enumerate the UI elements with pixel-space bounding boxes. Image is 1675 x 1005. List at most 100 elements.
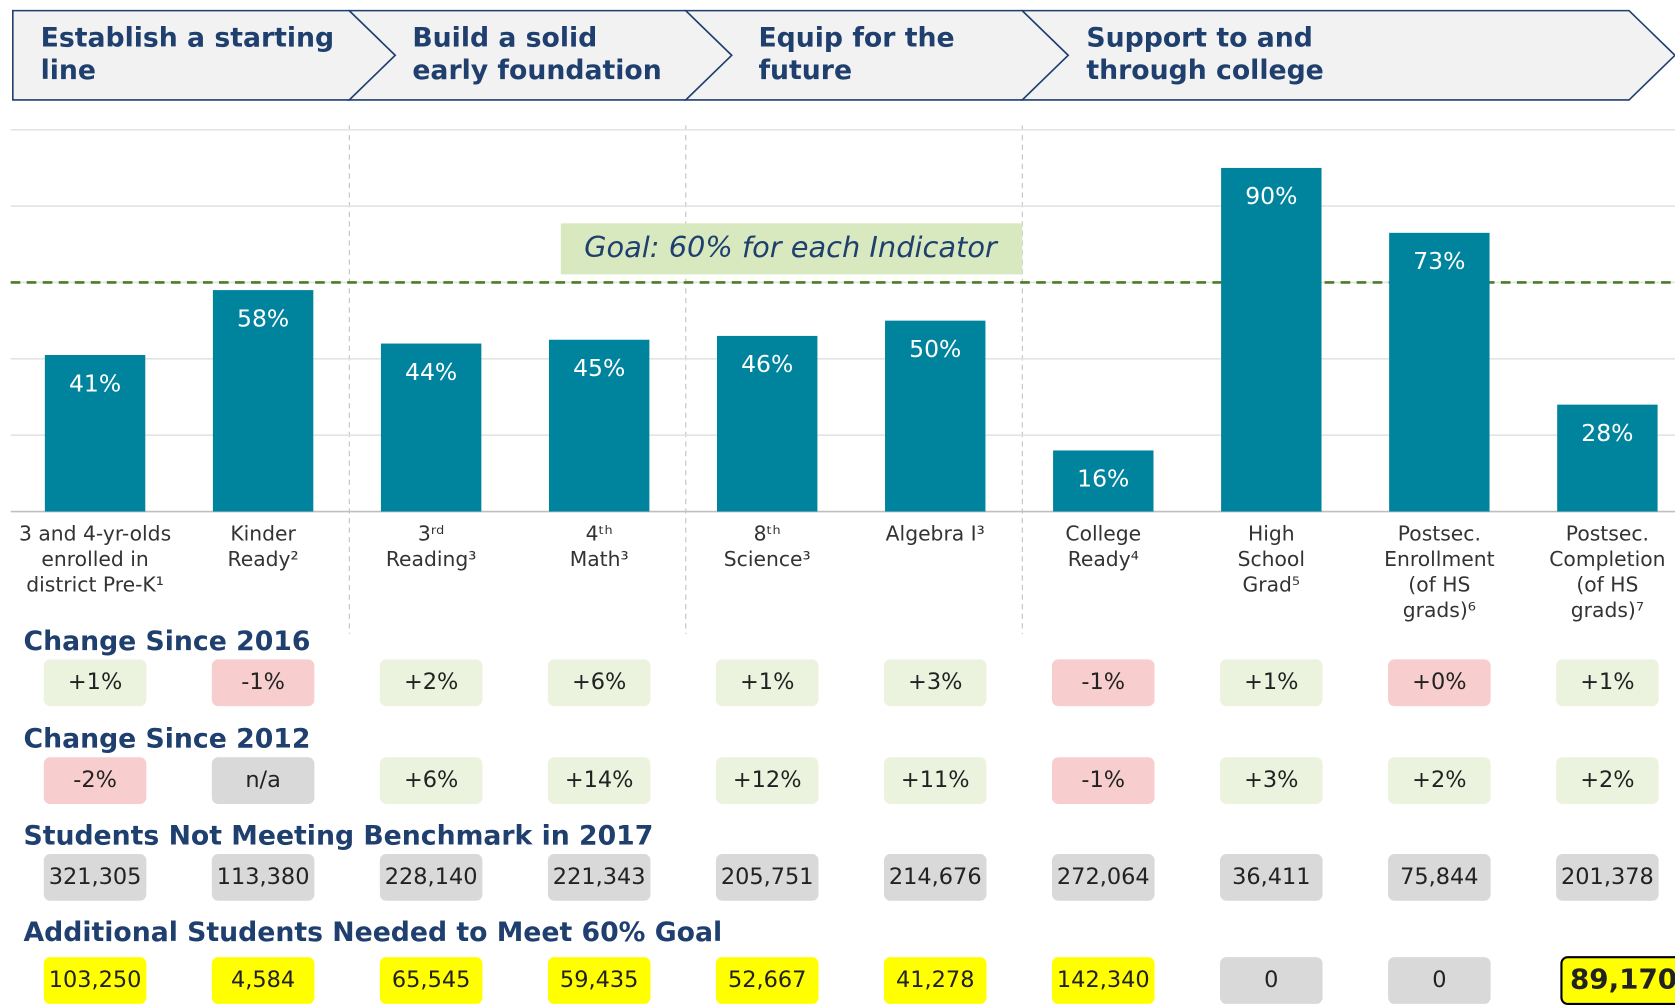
cell-box <box>43 659 147 707</box>
cell-box <box>379 757 483 804</box>
x-tick-label: Reading³ <box>386 547 477 571</box>
cell-box <box>1220 853 1323 901</box>
stage-chevrons <box>12 9 1675 101</box>
cell-value: +2% <box>404 669 458 695</box>
cell-value: -1% <box>1081 767 1125 793</box>
cell-value: +3% <box>908 669 962 695</box>
cell-box <box>1220 957 1323 1004</box>
cell-box <box>1388 853 1491 901</box>
cell-box <box>547 757 651 804</box>
cell-value: +1% <box>68 669 122 695</box>
cell-box <box>1052 659 1155 707</box>
x-tick-label: grads)⁶ <box>1403 598 1476 622</box>
cell-value: +1% <box>740 669 794 695</box>
cell-value: 113,380 <box>217 864 310 890</box>
cell-box <box>1388 659 1491 707</box>
cell-value: -1% <box>1081 669 1125 695</box>
x-tick-label: Postsec. <box>1566 521 1649 545</box>
cell-box <box>211 757 315 804</box>
bar <box>548 339 650 512</box>
bar <box>212 290 314 512</box>
cell-value: 41,278 <box>896 967 974 993</box>
row-title: Change Since 2016 <box>24 626 311 657</box>
cell-box <box>379 659 483 707</box>
x-tick-label: district Pre-K¹ <box>26 573 164 597</box>
cell-box <box>1556 757 1659 804</box>
cell-box <box>1220 659 1323 707</box>
x-tick-label: Algebra I³ <box>886 521 985 545</box>
separators <box>348 125 1023 634</box>
bar-value-label: 44% <box>405 358 457 386</box>
cell-box <box>211 853 315 901</box>
cell-box <box>211 957 315 1004</box>
cell-value: +0% <box>1412 669 1466 695</box>
x-tick-label: Ready² <box>228 547 299 571</box>
x-tick-label: Science³ <box>724 547 811 571</box>
cell-box <box>715 659 819 707</box>
cell-box <box>715 853 819 901</box>
x-tick-label: Completion <box>1549 547 1665 571</box>
x-tick-label: 4ᵗʰ <box>586 521 613 545</box>
stage-text: Build a solid <box>412 22 597 53</box>
cell-value: 321,305 <box>49 864 142 890</box>
cell-box <box>883 757 987 804</box>
row-title: Students Not Meeting Benchmark in 2017 <box>24 821 654 852</box>
cell-value: n/a <box>245 767 281 793</box>
cell-value: 75,844 <box>1400 864 1478 890</box>
cell-box <box>43 757 147 804</box>
cell-value: 59,435 <box>560 967 638 993</box>
stage-label: Support to and through college <box>1086 22 1323 86</box>
stage-text: through college <box>1086 55 1323 86</box>
cell-box <box>715 957 819 1004</box>
cell-value: 36,411 <box>1232 864 1310 890</box>
x-tick-label: Postsec. <box>1398 521 1481 545</box>
x-tick-label: 3 and 4-yr-olds <box>19 521 171 545</box>
bar <box>885 320 986 512</box>
x-tick-label: 8ᵗʰ <box>754 521 781 545</box>
cell-box <box>43 957 147 1004</box>
cell-box <box>1052 757 1155 804</box>
cell-value: +12% <box>733 767 802 793</box>
cell-box <box>1560 956 1675 1005</box>
goal-label: Goal: 60% for each Indicator <box>584 230 999 264</box>
bar <box>1389 232 1490 512</box>
cell-box <box>379 853 483 901</box>
bar <box>44 355 146 512</box>
cell-box <box>1556 853 1659 901</box>
bar <box>380 343 482 512</box>
cell-value: +14% <box>565 767 634 793</box>
cell-box <box>547 659 651 707</box>
x-tick-label: (of HS <box>1576 573 1638 597</box>
cell-value: 201,378 <box>1561 864 1654 890</box>
cell-value: 4,584 <box>231 967 295 993</box>
x-tick-label: High <box>1248 521 1295 545</box>
cell-value: 228,140 <box>385 864 478 890</box>
bar-value-label: 90% <box>1245 182 1297 210</box>
cell-box <box>715 757 819 804</box>
row-title: Change Since 2012 <box>24 724 311 755</box>
bar-value-label: 28% <box>1581 419 1633 447</box>
cell-value: +2% <box>1412 767 1466 793</box>
cell-value: +2% <box>1580 767 1634 793</box>
bar <box>717 335 818 512</box>
stage-chevron <box>1020 9 1675 101</box>
cell-box <box>1388 957 1491 1004</box>
stage-label: Establish a starting line <box>41 22 335 86</box>
cell-box <box>211 659 315 707</box>
cell-box <box>1220 757 1323 804</box>
cell-value: +11% <box>901 767 970 793</box>
x-tick-label: Math³ <box>570 547 629 571</box>
cell-value: -2% <box>73 767 117 793</box>
cell-value: 0 <box>1264 967 1278 993</box>
stage-text: early foundation <box>412 55 661 86</box>
cell-box <box>883 659 987 707</box>
bar-value-label: 41% <box>69 369 121 397</box>
cell-value: 221,343 <box>553 864 646 890</box>
cell-value: +1% <box>1580 669 1634 695</box>
cell-box <box>1388 757 1491 804</box>
bar-value-label: 50% <box>909 335 961 363</box>
bar-value-label: 58% <box>237 304 289 332</box>
cell-box <box>379 957 483 1004</box>
